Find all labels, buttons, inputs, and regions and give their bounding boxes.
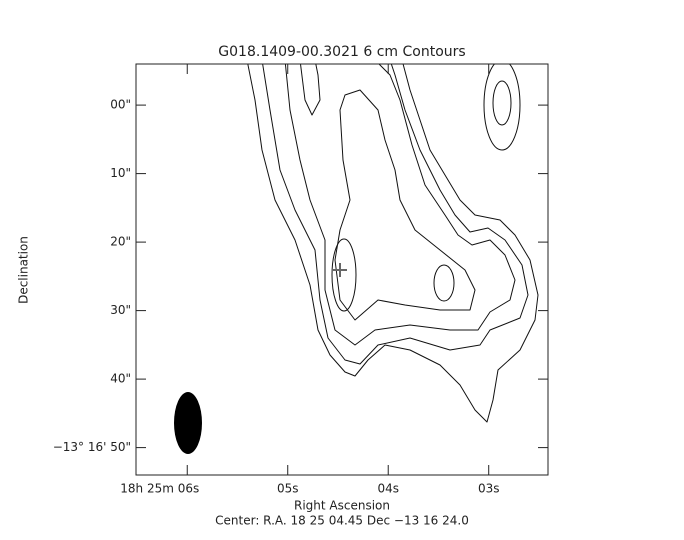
y-tick-label: 00" [110, 98, 131, 112]
x-axis-label: Right Ascension [294, 499, 390, 513]
x-tick-label: 18h 25m 06s [120, 482, 199, 496]
x-tick-label: 04s [377, 482, 399, 496]
contour [492, 80, 512, 126]
contour [262, 64, 529, 365]
contour [433, 264, 455, 302]
plot-frame [135, 63, 549, 476]
x-tick-label: 05s [277, 482, 299, 496]
contour [331, 238, 357, 312]
chart-title: G018.1409-00.3021 6 cm Contours [218, 44, 465, 60]
y-axis-label: Declination [17, 236, 31, 304]
contours [247, 64, 539, 423]
center-marker [333, 263, 347, 277]
beam [174, 392, 202, 454]
y-tick-label: 20" [110, 235, 131, 249]
x-tick-label: 03s [478, 482, 500, 496]
contour [299, 64, 321, 116]
contour [483, 64, 521, 151]
footer: Center: R.A. 18 25 04.45 Dec −13 16 24.0 [215, 514, 469, 528]
y-tick-label: 40" [110, 372, 131, 386]
y-tick-label: −13° 16' 50" [53, 440, 131, 454]
contour [247, 64, 539, 423]
y-tick-label: 30" [110, 303, 131, 317]
contour [284, 64, 516, 346]
y-tick-label: 10" [110, 166, 131, 180]
